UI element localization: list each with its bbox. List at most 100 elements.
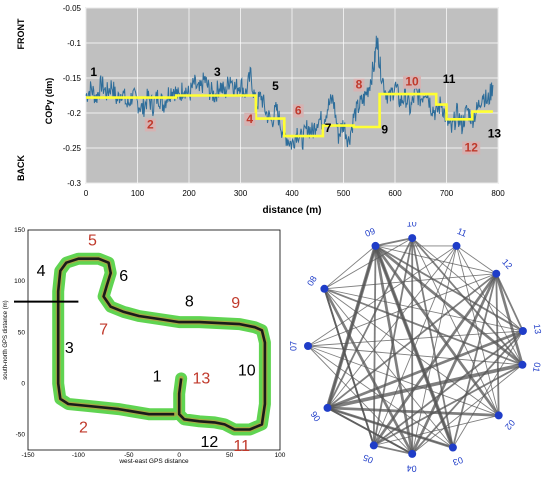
segment-label: 8 — [356, 78, 363, 92]
map-x-axis-label: west-east GPS distance — [118, 458, 189, 465]
network-edge — [324, 237, 413, 290]
network-node — [492, 269, 501, 278]
map-x-tick-label: -100 — [72, 452, 85, 459]
network-node — [518, 360, 527, 369]
map-y-tick-label: 0 — [21, 380, 25, 387]
network-edge — [324, 273, 497, 290]
map-x-tick-label: -150 — [21, 452, 34, 459]
network-node — [408, 234, 417, 243]
x-tick-label: 200 — [182, 189, 196, 198]
map-y-tick-labels: 150 100 50 0 -50 — [14, 227, 25, 439]
segment-label-bg — [144, 118, 156, 132]
segment-label: 2 — [147, 117, 154, 131]
network-node-label: 01 — [531, 362, 543, 374]
map-segment-label: 10 — [238, 362, 256, 379]
network-edge — [327, 407, 454, 448]
network-edge — [375, 237, 413, 247]
network-node-label: 11 — [456, 226, 468, 239]
map-segment-label: 3 — [65, 340, 74, 357]
network-edge — [374, 245, 454, 448]
network-node-label: 08 — [305, 274, 319, 288]
network-node — [369, 441, 378, 450]
x-tick-label: 300 — [234, 189, 248, 198]
map-segment-label: 5 — [88, 232, 97, 249]
network-edge — [456, 245, 497, 275]
network-node — [320, 284, 329, 293]
map-segment-label: 13 — [192, 370, 210, 387]
segment-label-bg — [292, 104, 304, 118]
map-x-tick-label: 100 — [275, 452, 286, 459]
map-y-tick-label: 50 — [18, 329, 26, 336]
segment-label-bg — [244, 112, 256, 126]
x-tick-label: 400 — [285, 189, 299, 198]
network-edge — [375, 245, 524, 332]
segment-label: 13 — [488, 127, 502, 141]
network-edge — [373, 245, 457, 446]
map-segment-label: 11 — [233, 438, 250, 455]
network-node — [452, 241, 461, 250]
network-edge — [452, 330, 524, 448]
network-node — [304, 342, 312, 350]
network-edge — [411, 364, 523, 455]
network-edge — [327, 245, 457, 409]
map-x-tick-label: 50 — [226, 452, 234, 459]
network-edge — [374, 245, 414, 455]
map-segment-label: 12 — [201, 434, 219, 451]
network-edge — [326, 237, 414, 409]
network-node-label: 07 — [290, 341, 298, 351]
segment-label-bg — [353, 78, 365, 92]
network-edges — [307, 237, 524, 455]
network-nodes — [304, 234, 527, 458]
segment-label: 9 — [381, 122, 388, 136]
map-y-axis-label: south-north GPS distance (m) — [3, 300, 9, 379]
map-y-tick-label: 100 — [14, 278, 25, 285]
segment-label: 10 — [405, 75, 419, 89]
y-tick-label: -0.05 — [63, 4, 82, 13]
y-tick-label: -0.25 — [63, 144, 82, 153]
network-node-label: 05 — [361, 452, 374, 465]
segment-label-bg — [462, 141, 481, 155]
network-edge — [372, 245, 377, 446]
network-node-label: 10 — [406, 222, 416, 229]
map-segment-label: 4 — [37, 263, 46, 280]
network-edge — [456, 245, 523, 366]
network-node-label: 13 — [532, 323, 543, 334]
map-x-tick-label: 0 — [177, 452, 181, 459]
network-node-label: 04 — [406, 463, 416, 473]
track-line — [56, 257, 267, 431]
map-segment-label: 7 — [99, 321, 108, 338]
network-edge — [326, 245, 377, 409]
network-node — [408, 449, 417, 458]
map-x-tick-label: -50 — [124, 452, 134, 459]
network-edge — [324, 245, 376, 290]
segment-label: 6 — [295, 103, 302, 117]
segment-label-bg — [402, 75, 421, 89]
front-label: FRONT — [16, 18, 26, 49]
segment-mean-layer — [86, 92, 493, 138]
y-tick-label: -0.15 — [63, 74, 82, 83]
x-axis-label: distance (m) — [263, 205, 322, 216]
map-x-tick-labels: -150 -100 -50 0 50 100 — [21, 452, 285, 459]
segment-mean-line — [86, 92, 493, 138]
network-node — [518, 327, 527, 335]
network-edge — [373, 444, 413, 455]
network-node-labels: 01 02 03 04 05 06 07 08 09 10 11 12 13 — [290, 222, 543, 474]
network-edge — [327, 329, 524, 410]
y-axis-label: COPy (dm) — [44, 78, 54, 125]
network-edge — [495, 273, 524, 332]
map-segment-label: 9 — [231, 295, 240, 312]
network-node-label: 09 — [364, 226, 377, 239]
network-node — [371, 241, 380, 250]
segment-label: 11 — [443, 72, 456, 86]
segment-label: 12 — [465, 141, 479, 155]
network-edge — [456, 245, 500, 416]
map-segment-label: 1 — [153, 368, 162, 385]
y-tick-labels: -0.05 -0.1 -0.15 -0.2 -0.25 -0.3 — [63, 4, 82, 188]
segment-label: 4 — [246, 112, 253, 126]
y-tick-label: -0.1 — [67, 39, 81, 48]
x-tick-label: 100 — [131, 189, 145, 198]
